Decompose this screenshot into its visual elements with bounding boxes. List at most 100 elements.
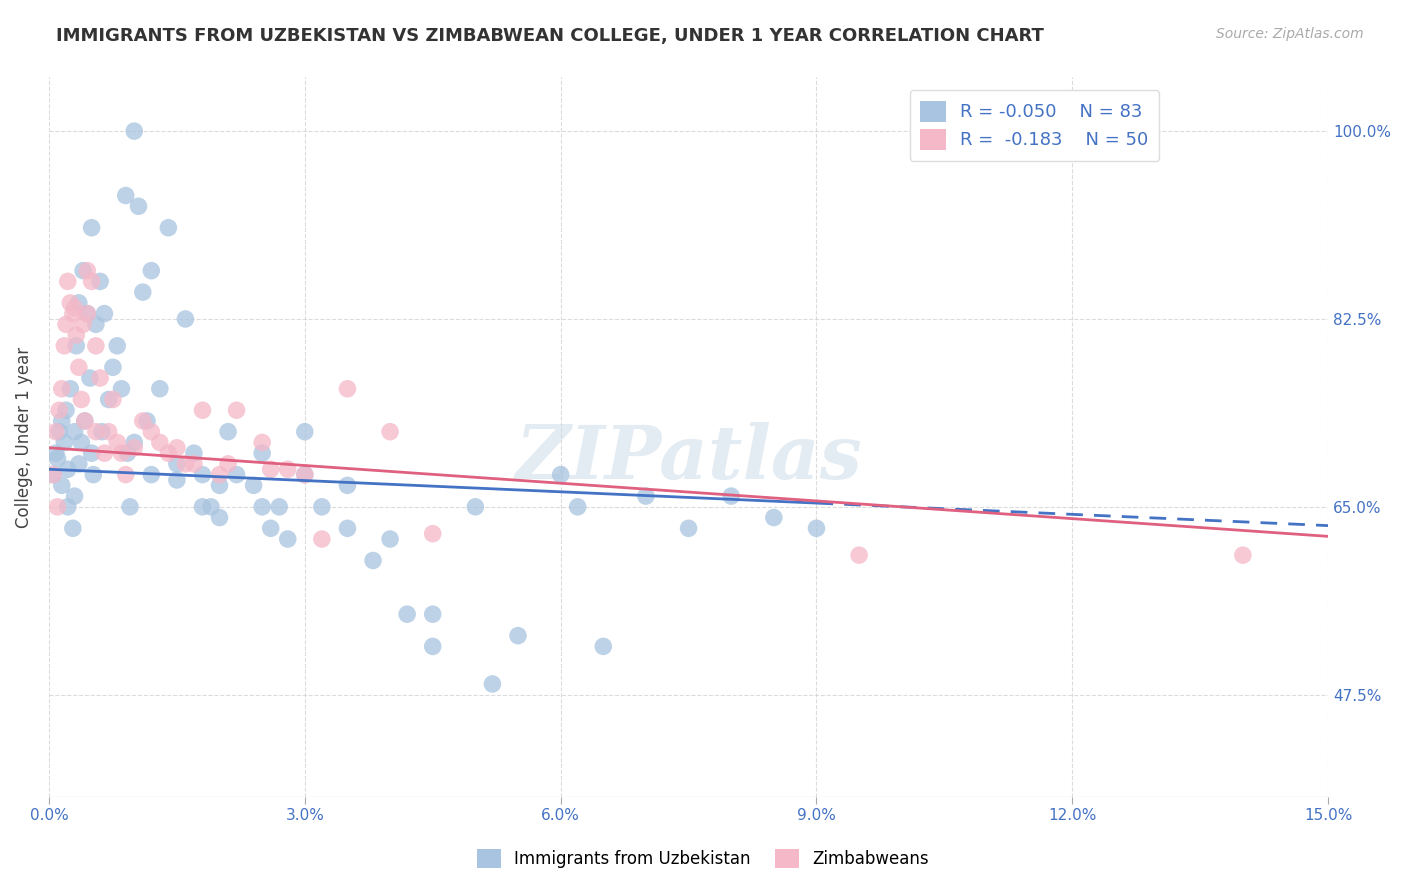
Point [56, 462, 79, 476]
Point [336, 521, 359, 535]
Point [294, 467, 316, 482]
Point [70, 435, 93, 450]
Point [105, 339, 128, 353]
Point [378, 532, 401, 546]
Point [191, 467, 214, 482]
Text: ZIPatlas: ZIPatlas [515, 423, 862, 495]
Point [84, 339, 107, 353]
Point [678, 521, 700, 535]
Point [336, 382, 359, 396]
Point [208, 467, 231, 482]
Point [73, 414, 96, 428]
Point [97, 392, 120, 407]
Point [51, 478, 73, 492]
Point [183, 446, 205, 460]
Point [70, 392, 93, 407]
Point [149, 435, 172, 450]
Point [294, 425, 316, 439]
Point [56, 500, 79, 514]
Point [217, 425, 239, 439]
Point [117, 446, 139, 460]
Point [217, 457, 239, 471]
Legend: R = -0.050    N = 83, R =  -0.183    N = 50: R = -0.050 N = 83, R = -0.183 N = 50 [910, 90, 1159, 161]
Point [260, 521, 283, 535]
Point [67, 296, 90, 310]
Point [53, 339, 76, 353]
Point [42, 467, 65, 482]
Point [762, 510, 785, 524]
Point [62, 307, 84, 321]
Point [59, 296, 82, 310]
Point [45, 425, 67, 439]
Point [45, 446, 67, 460]
Point [592, 640, 614, 654]
Point [65, 328, 87, 343]
Point [114, 188, 136, 202]
Point [80, 274, 103, 288]
Point [191, 403, 214, 417]
Point [55, 403, 77, 417]
Point [105, 435, 128, 450]
Point [56, 274, 79, 288]
Point [166, 473, 188, 487]
Point [122, 441, 145, 455]
Point [250, 446, 273, 460]
Point [506, 629, 529, 643]
Point [76, 307, 98, 321]
Point [141, 467, 163, 482]
Point [396, 607, 419, 622]
Point [62, 521, 84, 535]
Point [422, 640, 444, 654]
Point [174, 312, 197, 326]
Point [208, 510, 231, 524]
Point [89, 371, 111, 385]
Point [208, 478, 231, 492]
Point [65, 339, 87, 353]
Point [250, 500, 273, 514]
Point [122, 435, 145, 450]
Point [72, 318, 94, 332]
Point [225, 403, 247, 417]
Point [63, 489, 86, 503]
Text: IMMIGRANTS FROM UZBEKISTAN VS ZIMBABWEAN COLLEGE, UNDER 1 YEAR CORRELATION CHART: IMMIGRANTS FROM UZBEKISTAN VS ZIMBABWEAN… [56, 27, 1045, 45]
Point [132, 414, 155, 428]
Text: Source: ZipAtlas.com: Source: ZipAtlas.com [1216, 27, 1364, 41]
Point [42, 467, 65, 482]
Point [149, 382, 172, 396]
Point [118, 500, 141, 514]
Point [93, 307, 115, 321]
Legend: Immigrants from Uzbekistan, Zimbabweans: Immigrants from Uzbekistan, Zimbabweans [471, 842, 935, 875]
Point [80, 220, 103, 235]
Point [567, 500, 589, 514]
Point [53, 435, 76, 450]
Point [93, 446, 115, 460]
Point [84, 318, 107, 332]
Point [122, 124, 145, 138]
Point [141, 263, 163, 277]
Point [166, 457, 188, 471]
Point [1232, 548, 1254, 562]
Point [114, 467, 136, 482]
Point [72, 263, 94, 277]
Point [361, 553, 384, 567]
Point [250, 435, 273, 450]
Point [55, 318, 77, 332]
Point [720, 489, 742, 503]
Point [51, 382, 73, 396]
Point [157, 220, 180, 235]
Point [63, 301, 86, 316]
Point [277, 532, 299, 546]
Point [110, 446, 132, 460]
Point [76, 307, 98, 321]
Point [141, 425, 163, 439]
Point [67, 360, 90, 375]
Point [63, 425, 86, 439]
Point [157, 446, 180, 460]
Point [311, 532, 333, 546]
Point [84, 425, 107, 439]
Point [269, 500, 291, 514]
Point [166, 441, 188, 455]
Point [634, 489, 657, 503]
Point [174, 457, 197, 471]
Point [76, 263, 98, 277]
